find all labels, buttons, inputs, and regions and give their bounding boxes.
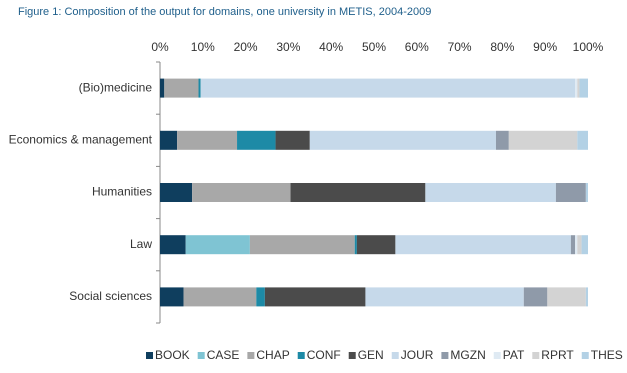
- legend-label: CASE: [207, 348, 240, 362]
- x-tick-label: 10%: [191, 40, 215, 54]
- bar-segment: [177, 130, 238, 150]
- bar-segment: [200, 78, 576, 98]
- x-tick-label: 60%: [405, 40, 429, 54]
- bar-segment: [275, 130, 310, 150]
- bar-segment: [198, 78, 201, 98]
- y-tick-label: Social sciences: [69, 289, 152, 303]
- bar-segment: [508, 130, 578, 150]
- legend-label: GEN: [358, 348, 384, 362]
- bar-segment: [577, 78, 580, 98]
- bar-segment: [160, 235, 186, 255]
- legend-label: CHAP: [256, 348, 289, 362]
- legend-swatch: [493, 352, 501, 359]
- chart-title: Figure 1: Composition of the output for …: [18, 6, 431, 18]
- bar-segment: [192, 183, 291, 202]
- y-tick-label: Humanities: [92, 185, 152, 199]
- x-tick-label: 80%: [490, 40, 514, 54]
- bar-segment: [264, 287, 366, 307]
- legend-label: MGZN: [450, 348, 485, 362]
- legend-label: PAT: [503, 348, 525, 362]
- bar-segment: [575, 78, 578, 98]
- bar-segment: [547, 287, 586, 307]
- bar-segment: [290, 183, 426, 202]
- bar-segment: [365, 287, 524, 307]
- legend-swatch: [146, 352, 153, 359]
- x-tick-label: 70%: [448, 40, 472, 54]
- bar-segment: [575, 235, 578, 255]
- bar-segment: [237, 130, 276, 150]
- legend-swatch: [581, 352, 589, 359]
- legend-label: CONF: [307, 348, 341, 362]
- bar-segment: [585, 183, 588, 202]
- legend-swatch: [348, 352, 356, 359]
- legend-label: THES: [591, 348, 623, 362]
- legend-label: RPRT: [541, 348, 574, 362]
- legend-swatch: [197, 352, 205, 359]
- bar-segment: [309, 130, 496, 150]
- bar-segment: [555, 183, 586, 202]
- bar-segment: [354, 235, 357, 255]
- y-tick-label: Economics & management: [9, 132, 153, 146]
- bar-segment: [585, 287, 588, 307]
- legend-swatch: [297, 352, 305, 359]
- x-tick-label: 50%: [362, 40, 386, 54]
- y-tick-label: Law: [130, 237, 152, 251]
- legend-label: BOOK: [155, 348, 190, 362]
- legend-label: JOUR: [401, 348, 434, 362]
- bar-segment: [160, 287, 184, 307]
- bar-segment: [160, 78, 165, 98]
- bar-segment: [577, 235, 582, 255]
- x-tick-label: 90%: [533, 40, 557, 54]
- legend-swatch: [441, 352, 449, 359]
- bar-segment: [160, 130, 178, 150]
- legend-swatch: [391, 352, 399, 359]
- legend-swatch: [532, 352, 540, 359]
- y-tick-label: (Bio)medicine: [79, 80, 153, 94]
- x-tick-label: 100%: [573, 40, 604, 54]
- legend-swatch: [247, 352, 255, 359]
- bar-segment: [395, 235, 571, 255]
- bar-segment: [577, 130, 588, 150]
- bar-segment: [581, 235, 588, 255]
- bar-segment: [356, 235, 396, 255]
- bar-segment: [570, 235, 576, 255]
- bar-segment: [183, 287, 257, 307]
- x-tick-label: 40%: [319, 40, 343, 54]
- bar-segment: [425, 183, 556, 202]
- bar-segment: [523, 287, 548, 307]
- bar-segment: [579, 78, 588, 98]
- bar-segment: [164, 78, 199, 98]
- bar-segment: [256, 287, 265, 307]
- bar-segment: [185, 235, 250, 255]
- x-tick-label: 0%: [151, 40, 169, 54]
- bar-segment: [160, 183, 193, 202]
- bar-segment: [249, 235, 355, 255]
- x-tick-label: 30%: [276, 40, 300, 54]
- bar-segment: [495, 130, 509, 150]
- x-tick-label: 20%: [234, 40, 258, 54]
